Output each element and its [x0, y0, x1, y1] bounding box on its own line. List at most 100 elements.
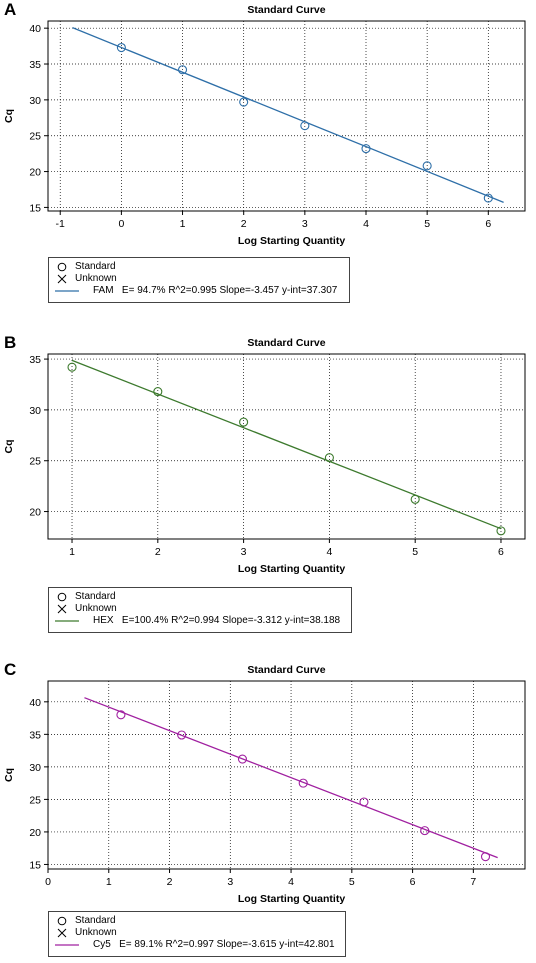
fit-line [72, 27, 504, 203]
data-point [410, 494, 420, 504]
y-axis-label: Cq [3, 109, 15, 123]
data-point [237, 754, 247, 764]
data-point [177, 730, 187, 740]
legend: Standard Unknown HEX E=100.4% R^2=0.994 … [48, 587, 352, 633]
fit-line [71, 359, 502, 530]
panel-letter: C [4, 660, 17, 679]
legend-fit: HEX E=100.4% R^2=0.994 Slope=-3.312 y-in… [49, 615, 351, 627]
standard-curve-chart-a: Standard Curve -1 0 1 2 3 4 5 6 15 20 25 30 35 40 Log S… [3, 4, 526, 247]
legend: Standard Unknown FAM E= 94.7% R^2=0.995 … [48, 257, 350, 303]
y-tick-label: 25 [29, 794, 41, 806]
x-tick-label: 5 [349, 876, 355, 888]
x-tick-label: 2 [241, 218, 247, 230]
data-point [361, 144, 371, 154]
circle-marker-icon [57, 592, 67, 602]
x-tick-label: 3 [241, 546, 247, 558]
x-tick-label: 4 [326, 546, 332, 558]
data-point [239, 97, 249, 107]
x-tick-label: 7 [470, 876, 476, 888]
y-tick-label: 20 [29, 827, 41, 839]
data-point [239, 417, 249, 427]
legend-fit-label: Cy5 [93, 939, 111, 950]
legend-unknown-label: Unknown [75, 603, 117, 614]
legend-fit: Cy5 E= 89.1% R^2=0.997 Slope=-3.615 y-in… [49, 939, 345, 951]
x-tick-label: 1 [69, 546, 75, 558]
legend-fit-label: FAM [93, 285, 114, 296]
fit-line-icon [55, 944, 79, 946]
x-tick-label: 0 [118, 218, 124, 230]
x-tick-label: 6 [485, 218, 491, 230]
x-tick-label: 3 [227, 876, 233, 888]
y-tick-label: 20 [29, 507, 41, 519]
data-point [116, 710, 126, 720]
chart-title: Standard Curve [247, 4, 325, 16]
legend-standard-label: Standard [75, 261, 116, 272]
legend-fit-stats: E= 94.7% R^2=0.995 Slope=-3.457 y-int=37… [121, 285, 338, 296]
legend-standard: Standard [49, 261, 349, 273]
y-tick-label: 30 [29, 405, 41, 417]
x-axis-label: Log Starting Quantity [238, 893, 345, 905]
legend-standard: Standard [49, 591, 351, 603]
panel-b: B Standard Curve 1 2 3 4 5 6 20 25 30 35 Log Starti… [0, 333, 536, 633]
cross-marker-icon [57, 274, 67, 284]
x-axis-label: Log Starting Quantity [238, 235, 345, 247]
x-tick-label: -1 [56, 218, 65, 230]
data-point [480, 852, 491, 862]
y-tick-label: 25 [29, 131, 41, 143]
legend-unknown: Unknown [49, 927, 345, 939]
legend-standard-label: Standard [75, 591, 116, 602]
circle-marker-icon [57, 262, 67, 272]
data-point [324, 453, 334, 463]
legend-unknown: Unknown [49, 603, 351, 615]
y-tick-label: 30 [29, 95, 41, 107]
legend-unknown-label: Unknown [75, 927, 117, 938]
data-point [298, 778, 308, 788]
chart-title: Standard Curve [247, 337, 325, 349]
x-tick-label: 1 [106, 876, 112, 888]
panel-a: A Standard Curve -1 0 1 2 3 4 5 6 15 20 25 30 35 40 Log… [0, 0, 536, 325]
standard-curve-chart-c: Standard Curve 0 1 2 3 4 5 6 7 15 20 25 30 35 40 Log St… [3, 664, 526, 905]
x-tick-label: 3 [302, 218, 308, 230]
y-axis-label: Cq [3, 768, 15, 782]
x-tick-label: 2 [155, 546, 161, 558]
standard-curve-chart-b: Standard Curve 1 2 3 4 5 6 20 25 30 35 Log Starting… [3, 337, 526, 575]
panel-letter: A [4, 0, 17, 19]
x-tick-label: 5 [412, 546, 418, 558]
cross-marker-icon [57, 928, 67, 938]
y-tick-label: 40 [29, 697, 41, 709]
fit-line-icon [55, 290, 79, 292]
x-tick-label: 4 [363, 218, 369, 230]
y-tick-label: 35 [29, 729, 41, 741]
circle-marker-icon [57, 916, 67, 926]
y-tick-label: 35 [29, 59, 41, 71]
data-point [153, 387, 163, 397]
legend-fit-stats: E=100.4% R^2=0.994 Slope=-3.312 y-int=38… [121, 615, 341, 626]
legend-fit-stats: E= 89.1% R^2=0.997 Slope=-3.615 y-int=42… [119, 939, 335, 950]
data-point [496, 526, 506, 536]
data-point [359, 797, 369, 807]
x-tick-label: 0 [45, 876, 51, 888]
y-tick-label: 40 [29, 23, 41, 35]
legend-standard-label: Standard [75, 915, 116, 926]
y-tick-label: 25 [29, 456, 41, 468]
data-point [67, 362, 77, 372]
data-point [116, 42, 126, 53]
fit-line-icon [55, 620, 79, 622]
x-tick-label: 6 [498, 546, 504, 558]
cross-marker-icon [57, 604, 67, 614]
legend-fit-label: HEX [93, 615, 114, 626]
panel-c: C Standard Curve 0 1 2 3 4 5 6 7 15 20 25 30 35 40 Log … [0, 660, 536, 963]
y-tick-label: 15 [29, 859, 41, 871]
y-tick-label: 30 [29, 762, 41, 774]
data-point [420, 826, 430, 836]
legend-standard: Standard [49, 915, 345, 927]
x-tick-label: 4 [288, 876, 294, 888]
legend: Standard Unknown Cy5 E= 89.1% R^2=0.997 … [48, 911, 346, 957]
plot-area [47, 353, 526, 540]
x-tick-label: 2 [167, 876, 173, 888]
panel-letter: B [4, 333, 17, 352]
data-point [483, 193, 493, 203]
x-tick-label: 6 [410, 876, 416, 888]
legend-unknown-label: Unknown [75, 273, 117, 284]
data-point [177, 65, 188, 75]
